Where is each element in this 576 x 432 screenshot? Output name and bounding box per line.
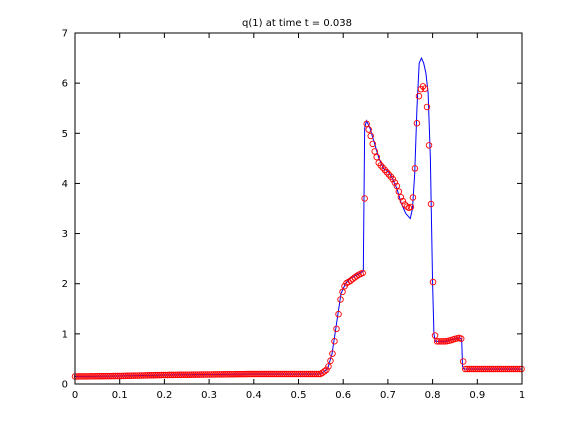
data-point — [391, 179, 399, 186]
data-point — [459, 358, 467, 365]
data-point — [401, 201, 409, 208]
x-tick-label: 0.6 — [335, 390, 351, 401]
data-point — [399, 197, 407, 205]
data-point — [367, 132, 374, 140]
y-tick-label: 1 — [62, 329, 68, 340]
data-point — [514, 365, 521, 373]
data-point — [421, 85, 429, 92]
chart-title: q(1) at time t = 0.038 — [242, 18, 352, 29]
data-point — [423, 103, 431, 111]
data-point — [329, 350, 336, 357]
data-point — [425, 142, 433, 149]
data-point — [385, 171, 393, 178]
data-point — [415, 92, 423, 100]
data-point — [359, 269, 366, 277]
x-tick-label: 0.3 — [201, 390, 217, 401]
data-point — [337, 296, 344, 303]
data-point — [439, 338, 447, 345]
data-point — [369, 140, 376, 148]
data-point — [313, 370, 320, 378]
data-point — [431, 332, 439, 339]
axes-layer: 0 0.1 0.2 0.3 0.4 0.5 0.6 0.7 0.8 0.9 1 0 1 2 3 4 5 6 7 — [62, 29, 526, 402]
data-point — [389, 175, 397, 183]
data-point — [411, 165, 419, 172]
data-point — [335, 310, 342, 318]
data-point — [319, 369, 326, 377]
y-tick-label: 2 — [62, 279, 68, 290]
x-tick-label: 1 — [519, 390, 525, 401]
series-markers-1 — [71, 83, 525, 380]
data-point — [365, 126, 372, 133]
x-tick-label: 0.2 — [156, 390, 172, 401]
data-point — [429, 278, 437, 286]
y-tick-label: 3 — [62, 229, 68, 240]
data-point — [393, 182, 401, 190]
x-tick-label: 0.8 — [425, 390, 441, 401]
data-point — [321, 368, 328, 375]
data-point — [315, 370, 322, 378]
data-point — [331, 338, 338, 345]
x-tick-label: 0.7 — [380, 390, 396, 401]
x-tick-label: 0.5 — [291, 390, 307, 401]
y-tick-label: 4 — [62, 179, 68, 190]
data-point — [409, 194, 417, 201]
data-point — [347, 277, 354, 284]
data-point — [419, 83, 427, 90]
series-layer — [71, 56, 525, 380]
y-tick-label: 6 — [62, 79, 68, 90]
data-point — [379, 164, 387, 171]
x-tick-label: 0.9 — [469, 390, 485, 401]
x-tick-label: 0.1 — [112, 390, 128, 401]
data-point — [407, 203, 415, 211]
data-point — [457, 335, 465, 342]
data-point — [395, 188, 403, 195]
data-point — [333, 325, 340, 333]
y-tick-label: 5 — [62, 129, 68, 140]
x-tick-label: 0 — [72, 390, 78, 401]
data-point — [397, 193, 405, 201]
data-point — [371, 148, 378, 155]
data-point — [361, 195, 368, 202]
data-point — [373, 153, 380, 161]
data-point — [377, 162, 385, 169]
data-point — [383, 168, 391, 176]
x-tick-label: 0.4 — [246, 390, 262, 401]
data-point — [327, 357, 334, 365]
y-tick-label: 7 — [62, 29, 68, 40]
data-point — [339, 288, 346, 296]
data-point — [363, 120, 370, 128]
data-point — [427, 200, 435, 208]
data-point — [325, 363, 332, 370]
y-tick-label: 0 — [62, 380, 68, 391]
data-point — [381, 166, 389, 174]
data-point — [323, 366, 330, 374]
data-point — [413, 120, 421, 127]
